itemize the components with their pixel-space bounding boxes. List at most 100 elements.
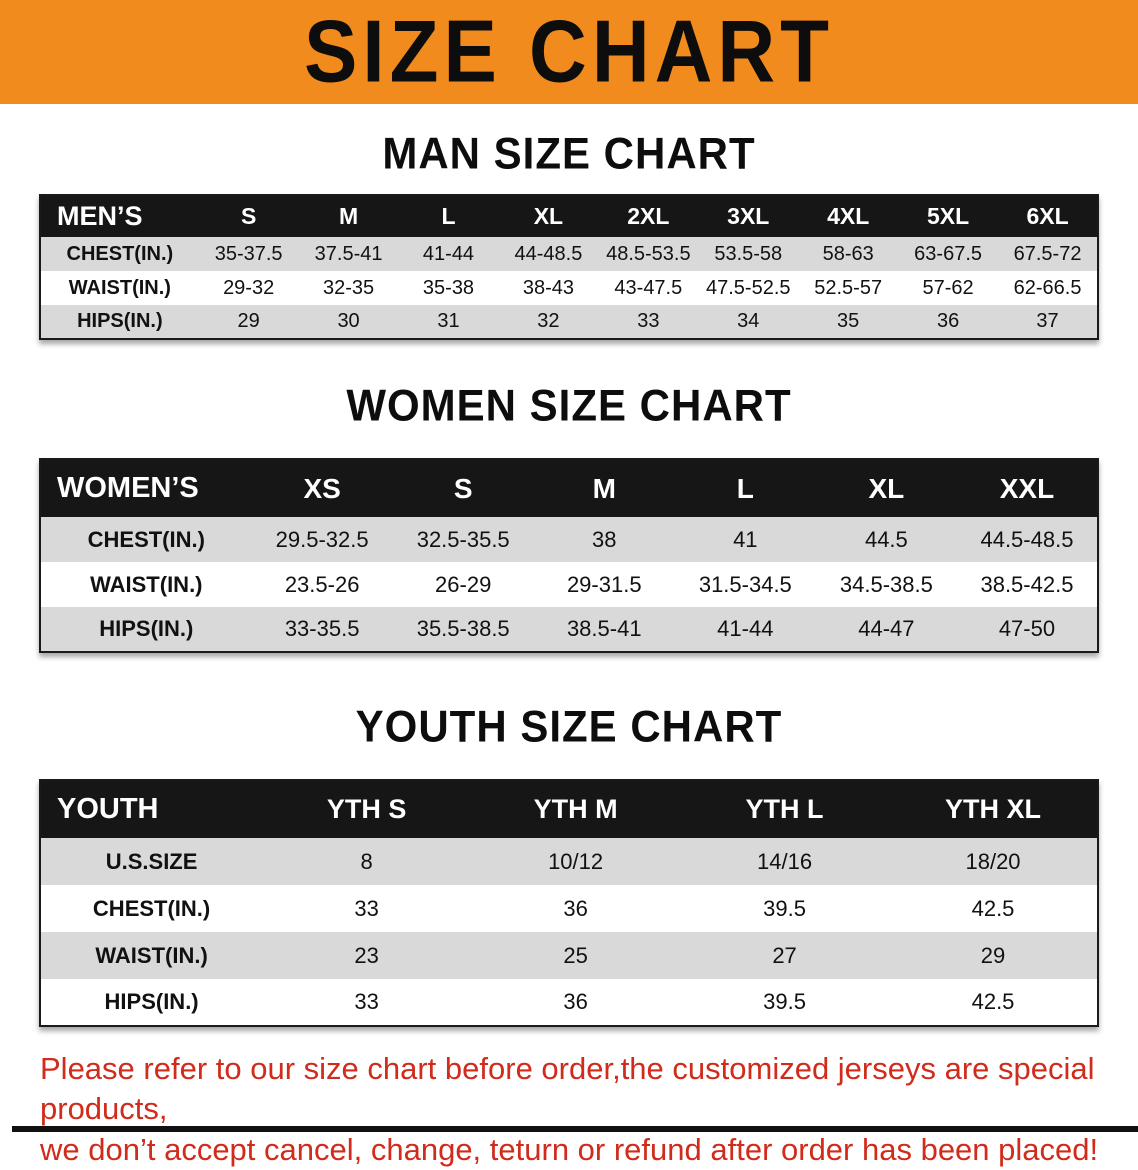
size-value-cell: 31.5-34.5 [698,571,792,597]
table-row: HIPS(IN.) 29 30 31 32 33 34 35 36 37 [40,305,1098,339]
table-row: HIPS(IN.) 33-35.5 35.5-38.5 38.5-41 41-44 44-… [40,607,1098,652]
row-label: CHEST(IN.) [66,242,174,265]
size-value-cell: 29-31.5 [566,571,642,597]
size-column-header: XL [815,459,957,517]
table-corner-label: MEN’S [40,195,199,237]
row-label: HIPS(IN.) [104,989,199,1014]
table-row: CHEST(IN.) 33 36 39.5 42.5 [40,885,1098,932]
size-value-cell: 44-47 [858,616,915,641]
size-value-cell: 33 [354,895,379,921]
size-value-cell: 33-35.5 [284,616,360,641]
row-label: HIPS(IN.) [77,310,163,332]
size-value-cell: 47.5-52.5 [706,276,791,299]
table-corner-label: WOMEN’S [40,459,252,517]
size-value-cell: 36 [563,989,588,1014]
size-value-cell: 14/16 [757,848,813,874]
women-size-section: WOMEN SIZE CHART WOMEN’S XS S M L XL XXL CHEST(… [0,381,1138,653]
size-value-cell: 43-47.5 [614,276,683,299]
size-value-cell: 44.5 [864,526,908,552]
size-value-cell: 32.5-35.5 [416,526,510,552]
size-value-cell: 34 [737,310,760,332]
men-section-heading: MAN SIZE CHART [382,128,756,179]
size-value-cell: 30 [337,310,360,332]
size-column-header: XXL [956,459,1098,517]
size-column-header: M [533,459,675,517]
row-label: WAIST(IN.) [95,942,208,968]
size-value-cell: 35.5-38.5 [416,616,510,641]
banner: SIZE CHART [0,0,1138,104]
size-value-cell: 38.5-42.5 [980,571,1074,597]
youth-size-section: YOUTH SIZE CHART YOUTH YTH S YTH M YTH L YTH… [0,701,1138,1027]
table-row: U.S.SIZE 8 10/12 14/16 18/20 [40,838,1098,885]
size-value-cell: 10/12 [548,848,604,874]
size-column-header: YTH L [680,780,890,838]
men-size-section: MAN SIZE CHART MEN’S S M L XL 2XL 3XL 4XL 5XL 6XL… [0,128,1138,340]
size-value-cell: 38.5-41 [566,616,642,641]
size-value-cell: 37.5-41 [314,242,383,265]
size-value-cell: 39.5 [763,895,806,921]
table-row: HIPS(IN.) 33 36 39.5 42.5 [40,979,1098,1026]
size-column-header: YTH XL [889,780,1098,838]
youth-size-table: YOUTH YTH S YTH M YTH L YTH XL U.S.SIZE 8 10/12… [39,779,1099,1027]
size-value-cell: 31 [437,310,460,332]
size-value-cell: 23 [354,942,379,968]
table-row: CHEST(IN.) 35-37.5 37.5-41 41-44 44-48.5 48.5… [40,237,1098,271]
table-row: WAIST(IN.) 23.5-26 26-29 29-31.5 31.5-34.5 34… [40,562,1098,607]
size-value-cell: 29-32 [223,276,275,299]
size-value-cell: 29 [237,310,260,332]
size-column-header: L [674,459,816,517]
size-column-header: S [392,459,534,517]
row-label: WAIST(IN.) [90,571,203,597]
table-row: WAIST(IN.) 29-32 32-35 35-38 38-43 43-47.5 47.… [40,271,1098,305]
size-value-cell: 47-50 [998,616,1056,641]
size-column-header: XS [251,459,393,517]
row-label: WAIST(IN.) [68,276,171,299]
size-value-cell: 42.5 [971,895,1015,921]
size-column-header: YTH S [262,780,472,838]
page-title: SIZE CHART [304,2,834,101]
row-label: CHEST(IN.) [92,895,211,921]
size-value-cell: 41 [733,526,758,552]
table-header-row: YOUTH YTH S YTH M YTH L YTH XL [40,780,1098,838]
size-value-cell: 58-63 [822,242,874,265]
size-column-header: S [198,195,299,237]
size-value-cell: 41-44 [422,242,475,265]
size-value-cell: 32 [537,310,560,332]
size-value-cell: 67.5-72 [1013,242,1082,265]
size-column-header: 5XL [898,195,999,237]
size-column-header: 2XL [598,195,699,237]
size-value-cell: 29 [980,942,1006,968]
size-value-cell: 33 [637,310,660,332]
size-value-cell: 48.5-53.5 [606,242,691,265]
size-value-cell: 42.5 [971,989,1015,1014]
size-value-cell: 62-66.5 [1013,276,1082,299]
size-value-cell: 44.5-48.5 [980,526,1074,552]
size-value-cell: 52.5-57 [814,276,883,299]
size-value-cell: 29.5-32.5 [275,526,369,552]
size-value-cell: 57-62 [922,276,974,299]
size-value-cell: 33 [354,989,379,1014]
disclaimer-line-2: we don’t accept cancel, change, teturn o… [40,1131,1099,1167]
size-value-cell: 27 [772,942,797,968]
row-label: CHEST(IN.) [87,526,205,552]
size-value-cell: 8 [360,848,373,874]
row-label: HIPS(IN.) [99,616,194,641]
table-row: WAIST(IN.) 23 25 27 29 [40,932,1098,979]
size-column-header: 4XL [798,195,899,237]
size-column-header: M [298,195,399,237]
table-corner-label: YOUTH [40,780,263,838]
size-value-cell: 38 [592,526,617,552]
size-column-header: YTH M [471,780,681,838]
size-value-cell: 44-48.5 [514,242,583,265]
disclaimer-line-1: Please refer to our size chart before or… [40,1051,1095,1127]
size-value-cell: 36 [563,895,588,921]
youth-section-heading: YOUTH SIZE CHART [355,701,783,752]
size-column-header: 6XL [998,195,1098,237]
men-size-table: MEN’S S M L XL 2XL 3XL 4XL 5XL 6XL CHEST(IN.) 35-37… [39,194,1099,340]
size-column-header: 3XL [698,195,799,237]
table-row: CHEST(IN.) 29.5-32.5 32.5-35.5 38 41 44.5 44.5… [40,517,1098,562]
women-size-table: WOMEN’S XS S M L XL XXL CHEST(IN.) 29.5-32.5 32.5… [39,458,1099,653]
size-value-cell: 35-38 [422,276,475,299]
size-value-cell: 36 [936,310,960,332]
